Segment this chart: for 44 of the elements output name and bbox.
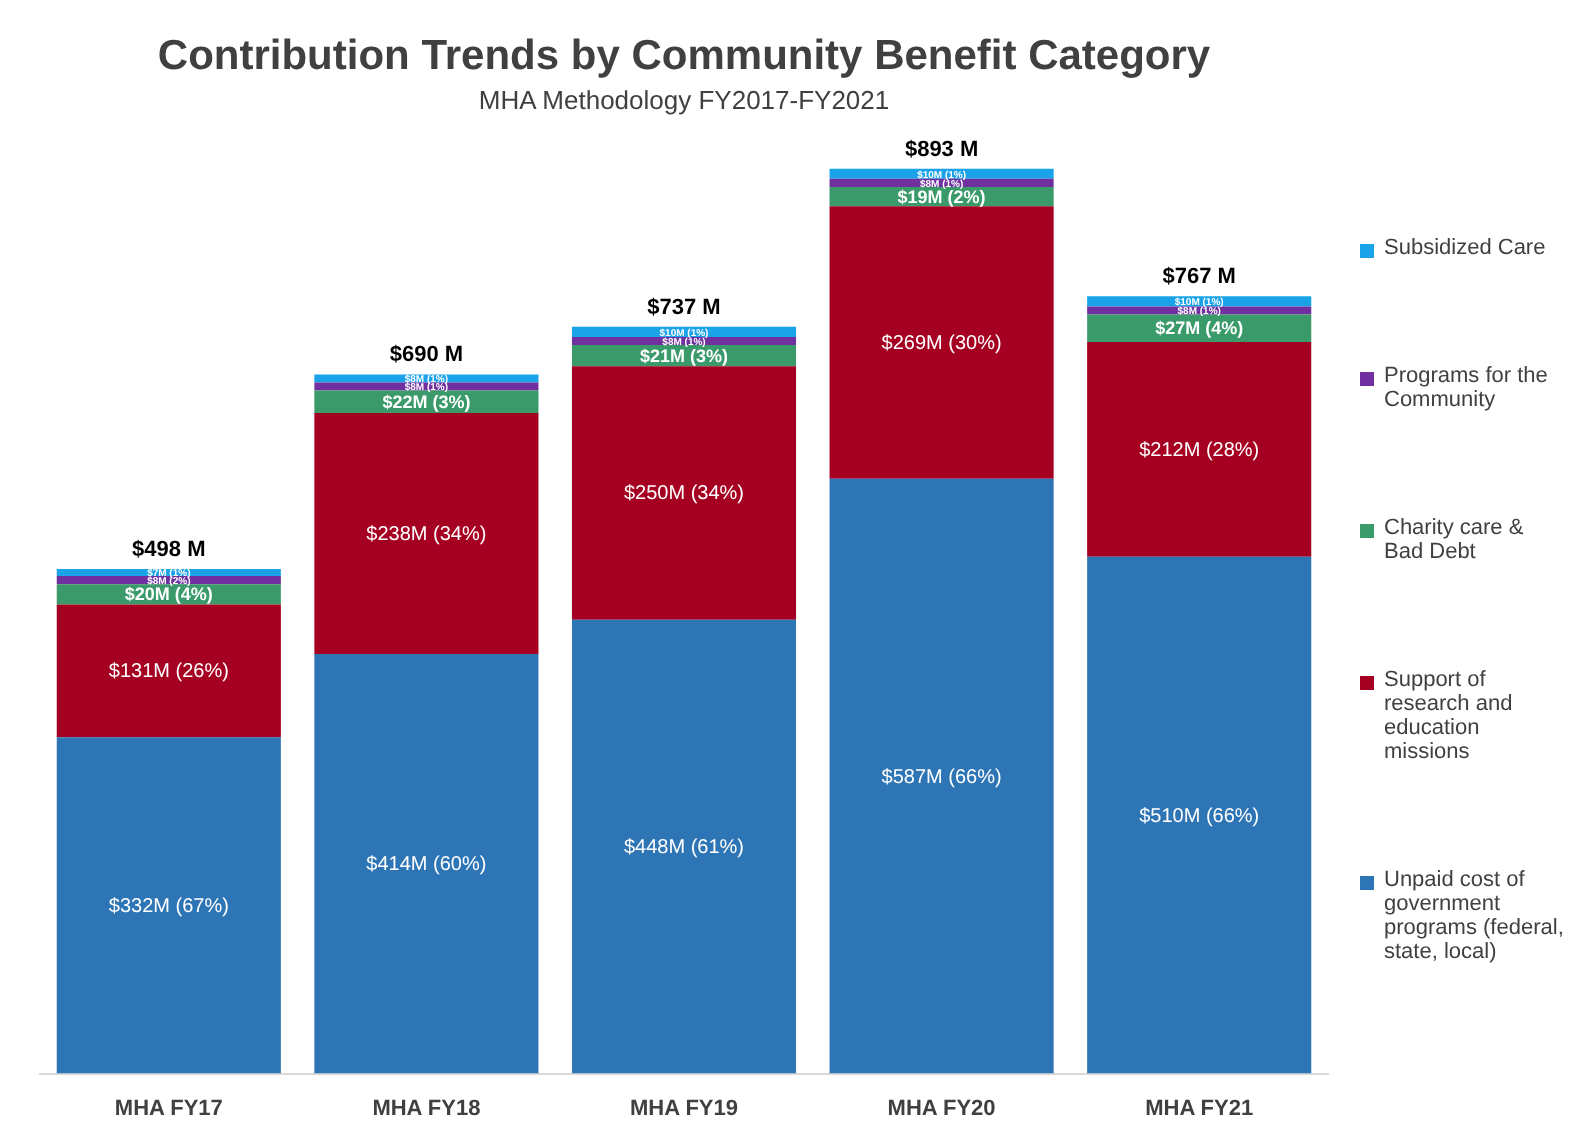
bar: [829, 478, 1054, 1074]
data-label: $27M (4%): [1155, 318, 1244, 339]
data-label: $448M (61%): [623, 837, 745, 860]
data-label: $250M (34%): [623, 483, 745, 506]
data-label: $269M (30%): [881, 332, 1002, 355]
legend-label: Support of research and education missions: [1384, 668, 1515, 764]
bar: [571, 619, 797, 1074]
data-label: $212M (28%): [1139, 439, 1260, 462]
chart-title: Contribution Trends by Community Benefit Category: [157, 32, 1211, 79]
bar: [56, 737, 281, 1074]
x-tick-label: MHA FY21: [1145, 1096, 1254, 1121]
data-label: $19M (2%): [897, 186, 986, 207]
legend-label: Programs for the Community: [1384, 364, 1550, 412]
total-label: $498 M: [132, 538, 206, 563]
legend-label: Charity care & Bad Debt: [1384, 516, 1526, 564]
data-label: $20M (4%): [124, 584, 213, 605]
bar: [1087, 556, 1312, 1074]
data-label: $22M (3%): [382, 391, 471, 412]
bar: [314, 412, 539, 655]
x-tick-label: MHA FY17: [114, 1096, 223, 1121]
data-label: $587M (66%): [881, 766, 1002, 789]
data-label: $21M (3%): [639, 345, 729, 366]
data-label: $238M (34%): [366, 523, 487, 546]
x-tick-label: MHA FY20: [887, 1096, 996, 1121]
x-tick-label: MHA FY19: [630, 1096, 738, 1121]
total-label: $767 M: [1162, 265, 1236, 290]
total-label: $737 M: [647, 295, 721, 320]
data-label: $414M (60%): [366, 854, 487, 877]
data-label: $510M (66%): [1139, 805, 1260, 828]
data-label: $131M (26%): [108, 661, 229, 684]
bar: [829, 206, 1054, 479]
bar: [571, 366, 797, 620]
legend-label: Unpaid cost of government programs (federal, state, local): [1384, 868, 1566, 964]
x-tick-label: MHA FY18: [372, 1096, 481, 1121]
bar: [56, 604, 281, 738]
total-label: $893 M: [904, 137, 979, 162]
chart-subtitle: MHA Methodology FY2017-FY2021: [478, 85, 890, 116]
bar: [314, 654, 539, 1074]
total-label: $690 M: [389, 343, 464, 368]
legend-label: Subsidized Care: [1384, 236, 1546, 260]
bar: [1087, 341, 1312, 557]
bar: [314, 374, 539, 383]
data-label: $332M (67%): [108, 895, 229, 918]
bar: [1087, 296, 1312, 307]
